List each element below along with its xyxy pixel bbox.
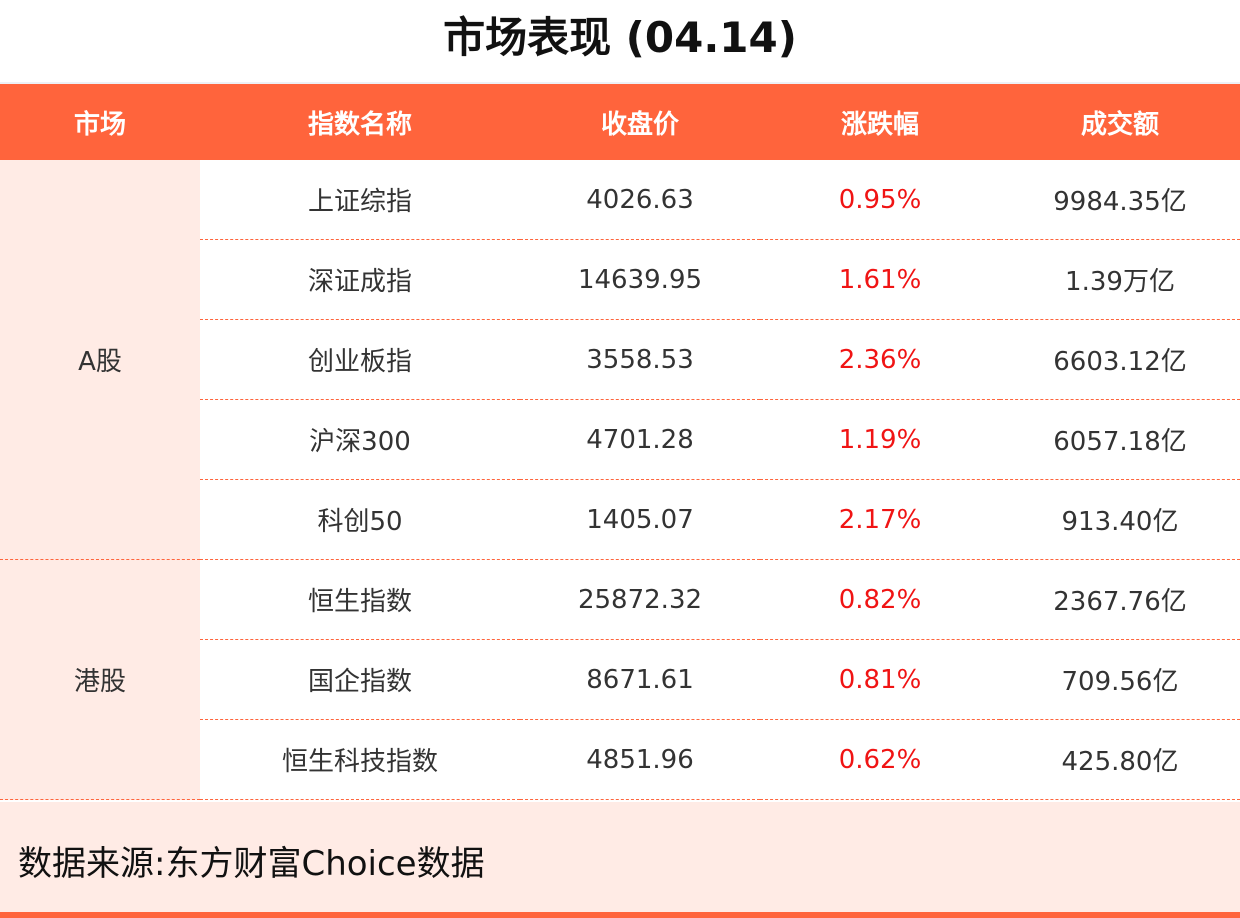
index-name-cell: 创业板指 bbox=[200, 319, 520, 400]
header-volume: 成交额 bbox=[1000, 84, 1240, 160]
change-pct-cell: 2.17% bbox=[760, 479, 1000, 560]
index-name-cell: 国企指数 bbox=[200, 639, 520, 720]
index-name-cell: 恒生指数 bbox=[200, 559, 520, 640]
data-source: 数据来源:东方财富Choice数据 bbox=[18, 844, 485, 884]
market-cell: 港股 bbox=[0, 559, 200, 800]
close-price-cell: 3558.53 bbox=[520, 319, 760, 400]
close-price-cell: 1405.07 bbox=[520, 479, 760, 560]
divider bbox=[0, 82, 1240, 84]
index-name-cell: 沪深300 bbox=[200, 399, 520, 480]
volume-cell: 6057.18亿 bbox=[1000, 399, 1240, 480]
index-name-cell: 上证综指 bbox=[200, 160, 520, 240]
footer: 数据来源:东方财富Choice数据 bbox=[0, 802, 1240, 912]
table-header: 市场 指数名称 收盘价 涨跌幅 成交额 bbox=[0, 84, 1240, 160]
close-price-cell: 4026.63 bbox=[520, 160, 760, 240]
table-row: 恒生科技指数 4851.96 0.62% 425.80亿 bbox=[0, 719, 1240, 800]
change-pct-cell: 0.81% bbox=[760, 639, 1000, 720]
page-title: 市场表现 (04.14) bbox=[443, 13, 797, 62]
volume-cell: 2367.76亿 bbox=[1000, 559, 1240, 640]
index-name-cell: 科创50 bbox=[200, 479, 520, 560]
close-price-cell: 25872.32 bbox=[520, 559, 760, 640]
table-row: 港股 恒生指数 25872.32 0.82% 2367.76亿 bbox=[0, 559, 1240, 800]
close-price-cell: 8671.61 bbox=[520, 639, 760, 720]
close-price-cell: 4701.28 bbox=[520, 399, 760, 480]
volume-cell: 1.39万亿 bbox=[1000, 239, 1240, 320]
change-pct-cell: 1.19% bbox=[760, 399, 1000, 480]
change-pct-cell: 0.82% bbox=[760, 559, 1000, 640]
volume-cell: 709.56亿 bbox=[1000, 639, 1240, 720]
index-name-cell: 恒生科技指数 bbox=[200, 719, 520, 800]
index-name-cell: 深证成指 bbox=[200, 239, 520, 320]
header-close: 收盘价 bbox=[520, 84, 760, 160]
close-price-cell: 4851.96 bbox=[520, 719, 760, 800]
change-pct-cell: 1.61% bbox=[760, 239, 1000, 320]
table-row: 科创50 1405.07 2.17% 913.40亿 bbox=[0, 479, 1240, 560]
market-cell: A股 bbox=[0, 160, 200, 560]
close-price-cell: 14639.95 bbox=[520, 239, 760, 320]
table-row: A股 上证综指 4026.63 0.95% 9984.35亿 bbox=[0, 160, 1240, 560]
change-pct-cell: 2.36% bbox=[760, 319, 1000, 400]
header-index-name: 指数名称 bbox=[200, 84, 520, 160]
table-row: 国企指数 8671.61 0.81% 709.56亿 bbox=[0, 639, 1240, 720]
table-row: 深证成指 14639.95 1.61% 1.39万亿 bbox=[0, 239, 1240, 320]
table-row: 创业板指 3558.53 2.36% 6603.12亿 bbox=[0, 319, 1240, 400]
change-pct-cell: 0.95% bbox=[760, 160, 1000, 240]
header-market: 市场 bbox=[0, 84, 200, 160]
bottom-bar bbox=[0, 912, 1240, 918]
table-row: 沪深300 4701.28 1.19% 6057.18亿 bbox=[0, 399, 1240, 480]
change-pct-cell: 0.62% bbox=[760, 719, 1000, 800]
volume-cell: 425.80亿 bbox=[1000, 719, 1240, 800]
volume-cell: 6603.12亿 bbox=[1000, 319, 1240, 400]
volume-cell: 9984.35亿 bbox=[1000, 160, 1240, 240]
market-table: 市场 指数名称 收盘价 涨跌幅 成交额 A股 上证综指 4026.63 0.95% 99… bbox=[0, 84, 1240, 800]
volume-cell: 913.40亿 bbox=[1000, 479, 1240, 560]
header-change: 涨跌幅 bbox=[760, 84, 1000, 160]
